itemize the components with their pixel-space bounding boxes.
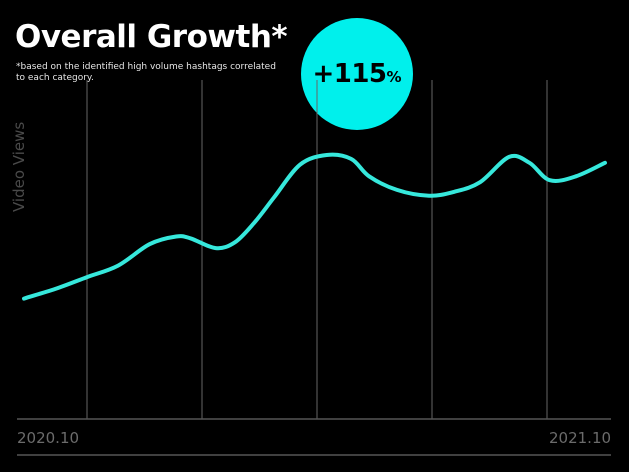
data-point-14 <box>367 174 371 178</box>
data-point-5 <box>174 235 178 239</box>
vertical-gridlines <box>86 80 548 419</box>
data-point-11 <box>298 163 302 167</box>
growth-unit: % <box>386 68 402 86</box>
data-point-15 <box>395 188 399 192</box>
growth-value: +115 <box>312 59 387 89</box>
series-line <box>22 152 607 301</box>
data-point-0 <box>22 297 26 301</box>
data-point-8 <box>233 240 237 244</box>
data-point-13 <box>349 157 353 161</box>
data-point-9 <box>252 221 256 225</box>
data-point-6 <box>189 236 193 240</box>
data-point-7 <box>214 246 218 250</box>
chart-footnote: *based on the identified high volume has… <box>16 62 276 83</box>
x-tick-label-end: 2021.10 <box>549 429 612 447</box>
data-point-4 <box>148 242 152 246</box>
data-point-18 <box>478 180 482 184</box>
data-point-10 <box>272 196 276 200</box>
data-point-20 <box>528 161 532 165</box>
series-points <box>22 153 607 301</box>
data-point-22 <box>574 174 578 178</box>
data-point-17 <box>452 190 456 194</box>
chart-title: Overall Growth* <box>15 19 288 55</box>
growth-badge: +115 % <box>301 18 413 130</box>
data-point-23 <box>603 161 607 165</box>
data-point-2 <box>85 275 89 279</box>
data-point-16 <box>427 194 431 198</box>
data-point-19 <box>507 155 511 159</box>
data-point-1 <box>53 287 57 291</box>
x-tick-label-start: 2020.10 <box>17 429 80 447</box>
data-point-12 <box>325 153 329 157</box>
data-point-21 <box>548 178 552 182</box>
data-point-3 <box>116 264 120 268</box>
